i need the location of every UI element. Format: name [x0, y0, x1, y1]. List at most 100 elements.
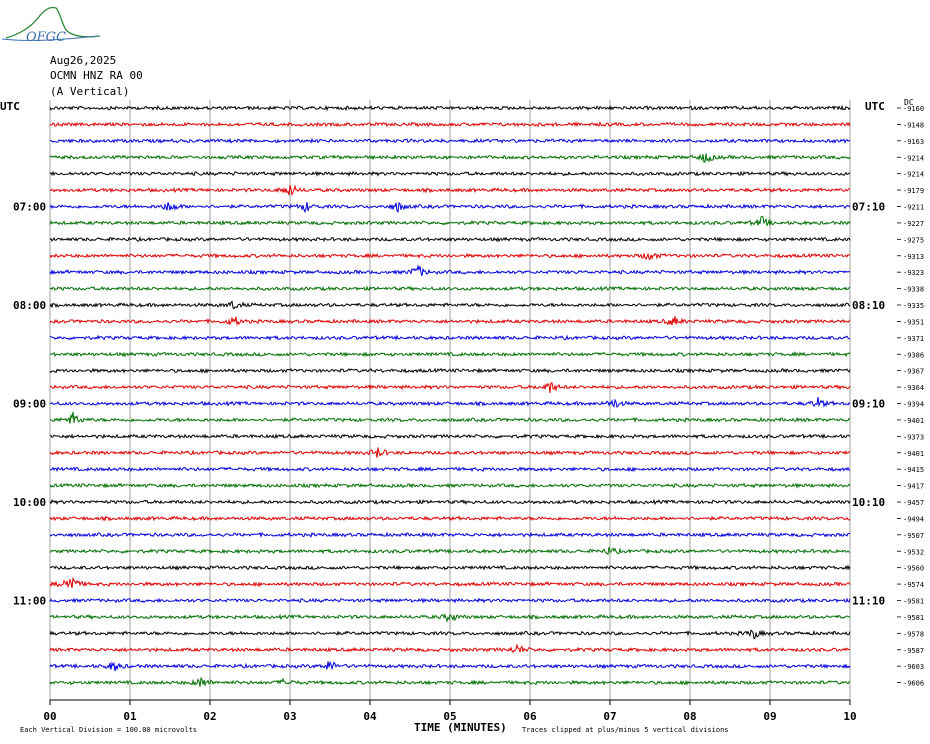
trace-line [49, 184, 850, 197]
dc-offset-label: -9507 [903, 532, 924, 540]
logo-swoosh [1, 35, 99, 41]
trace-line [49, 676, 851, 687]
x-tick-label: 05 [443, 710, 456, 723]
trace-line [49, 515, 851, 522]
dc-offset-label: -9367 [903, 368, 924, 376]
dc-offset-label: -9211 [903, 204, 924, 212]
dc-offset-label: -9606 [903, 680, 924, 688]
trace-line [49, 498, 851, 506]
left-time-label: 11:00 [13, 595, 46, 608]
dc-offset-label: -9415 [903, 466, 924, 474]
dc-offset-label: -9581 [903, 614, 924, 622]
dc-offset-label: -9214 [903, 154, 924, 162]
trace-line [49, 367, 851, 374]
scale-note: Each Vertical Division = 100.00 microvol… [20, 726, 198, 734]
right-time-label: 08:10 [852, 299, 885, 312]
trace-line [49, 235, 851, 243]
x-tick-label: 08 [683, 710, 696, 723]
left-time-label: 08:00 [13, 299, 46, 312]
trace-line [49, 202, 851, 214]
dc-offset-label: -9335 [903, 302, 924, 310]
trace-line [49, 104, 851, 112]
right-time-label: 07:10 [852, 201, 885, 214]
station-label: OCMN HNZ RA 00 [50, 69, 143, 82]
x-tick-label: 02 [203, 710, 216, 723]
x-tick-label: 04 [363, 710, 377, 723]
dc-offset-label: -9364 [903, 384, 924, 392]
dc-offset-label: -9401 [903, 417, 924, 425]
trace-line [49, 597, 851, 604]
dc-offset-label: -9323 [903, 269, 924, 277]
trace-line [49, 613, 851, 623]
logo-text: OFGC [26, 30, 66, 45]
dc-offset-label: -9160 [903, 105, 924, 113]
trace-line [49, 137, 851, 144]
left-time-label: 09:00 [13, 398, 46, 411]
dc-offset-label: -9603 [903, 663, 924, 671]
trace-line [49, 465, 851, 473]
ofgc-logo: OFGC [1, 6, 101, 45]
trace-line [49, 334, 851, 341]
dc-offset-label: -9227 [903, 220, 924, 228]
trace-line [49, 215, 851, 227]
right-time-label: 09:10 [852, 398, 885, 411]
dc-offset-label: -9179 [903, 187, 924, 195]
utc-right-label: UTC [865, 100, 885, 113]
dc-offset-label: -9457 [903, 499, 924, 507]
dc-offset-label: -9394 [903, 401, 924, 409]
trace-line [49, 252, 851, 261]
trace-line [49, 447, 851, 458]
dc-offset-label: -9163 [903, 138, 924, 146]
left-time-label: 10:00 [13, 496, 46, 509]
right-time-label: 10:10 [852, 496, 885, 509]
logo-mountain [5, 6, 101, 39]
trace-line [49, 316, 851, 327]
trace-line [49, 531, 851, 538]
right-time-label: 11:10 [852, 595, 885, 608]
x-tick-label: 07 [603, 710, 616, 723]
dc-offset-label: -9532 [903, 548, 924, 556]
trace-line [49, 482, 851, 489]
trace-line [49, 576, 851, 589]
trace-line [49, 121, 851, 128]
x-tick-label: 09 [763, 710, 776, 723]
x-tick-label: 03 [283, 710, 296, 723]
trace-line [49, 411, 851, 424]
dc-offset-label: -9275 [903, 236, 924, 244]
dc-offset-label: -9560 [903, 565, 924, 573]
clip-note: Traces clipped at plus/minus 5 vertical … [522, 726, 729, 734]
trace-line [49, 300, 851, 310]
dc-offset-label: -9587 [903, 647, 924, 655]
trace-line [49, 546, 851, 556]
trace-line [49, 285, 851, 292]
trace-line [49, 643, 851, 653]
dc-offset-label: -9351 [903, 318, 924, 326]
component-label: (A Vertical) [50, 85, 130, 98]
utc-left-label: UTC [0, 100, 20, 113]
dc-offset-label: -9417 [903, 483, 924, 491]
trace-line [49, 433, 851, 440]
trace-line [49, 564, 851, 571]
dc-label: DC [904, 98, 914, 107]
trace-line [49, 629, 851, 640]
date-label: Aug26,2025 [50, 54, 117, 67]
dc-offset-label: -9581 [903, 598, 924, 606]
x-tick-label: 10 [843, 710, 856, 723]
dc-offset-label: -9148 [903, 121, 924, 129]
trace-line [49, 153, 851, 163]
trace-line [49, 660, 851, 672]
dc-offset-label: -9338 [903, 286, 924, 294]
x-tick-label: 01 [123, 710, 137, 723]
trace-line [49, 397, 851, 409]
x-tick-label: 06 [523, 710, 537, 723]
dc-offset-label: -9386 [903, 351, 924, 359]
trace-line [49, 264, 851, 277]
x-tick-label: 00 [43, 710, 56, 723]
dc-offset-label: -9401 [903, 450, 924, 458]
trace-line [49, 350, 851, 358]
trace-line [49, 382, 851, 394]
dc-offset-label: -9313 [903, 253, 924, 261]
trace-line [49, 170, 851, 177]
dc-offset-label: -9574 [903, 581, 924, 589]
